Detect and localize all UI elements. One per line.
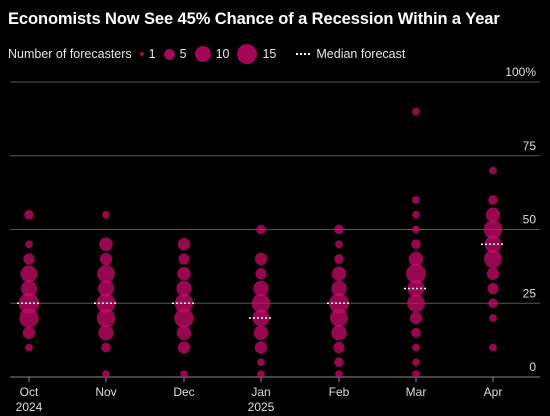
bubble-6-8 xyxy=(485,207,501,223)
bubble-3-0 xyxy=(257,370,265,378)
y-tick-label-75: 75 xyxy=(523,139,537,153)
bubble-4-7 xyxy=(331,266,347,282)
bubble-5-9 xyxy=(411,239,421,250)
bubble-5-5 xyxy=(407,294,425,313)
bubble-1-2 xyxy=(98,325,114,341)
bubble-0-4 xyxy=(20,280,38,297)
bubble-4-10 xyxy=(334,224,344,235)
bubble-2-3 xyxy=(174,308,194,328)
bubble-3-9 xyxy=(256,224,266,235)
bubble-4-3 xyxy=(331,325,347,341)
bubble-0-0 xyxy=(25,343,33,352)
y-tick-label-0: 0 xyxy=(529,360,536,374)
bubble-4-6 xyxy=(331,280,347,297)
bubble-3-7 xyxy=(255,268,267,280)
y-tick-label-25: 25 xyxy=(523,286,537,300)
y-tick-label-50: 50 xyxy=(523,213,537,227)
legend-dot-10 xyxy=(194,46,211,62)
bubble-5-0 xyxy=(412,370,420,378)
bubble-0-5 xyxy=(20,265,38,283)
x-tick-label-3: Jan xyxy=(251,385,270,399)
bubble-2-0 xyxy=(180,370,188,378)
bubble-6-1 xyxy=(489,314,497,322)
bubble-1-6 xyxy=(97,264,115,283)
bubble-5-7 xyxy=(406,263,426,284)
bubble-6-4 xyxy=(486,267,500,280)
bubble-1-3 xyxy=(96,308,116,328)
legend-size-label: Number of forecasters xyxy=(8,47,132,61)
bubble-4-8 xyxy=(334,254,344,264)
bubble-2-6 xyxy=(177,266,191,281)
bubble-2-1 xyxy=(177,341,191,354)
legend-value-10: 10 xyxy=(215,47,230,61)
legend-value-5: 5 xyxy=(179,47,187,61)
bubble-3-2 xyxy=(254,341,268,354)
bubble-3-3 xyxy=(253,325,269,341)
bubble-3-6 xyxy=(253,280,269,297)
legend-dot-15 xyxy=(237,44,258,64)
bubble-5-12 xyxy=(412,196,420,204)
bubble-6-2 xyxy=(488,298,498,309)
bubble-5-3 xyxy=(411,327,421,338)
bubble-3-1 xyxy=(257,358,265,367)
bubble-5-4 xyxy=(409,311,423,325)
bubble-0-2 xyxy=(19,308,39,328)
x-tick-label-2: Dec xyxy=(173,385,194,399)
bubble-5-10 xyxy=(412,225,420,234)
bubble-0-1 xyxy=(22,326,36,339)
bubble-1-0 xyxy=(102,370,110,378)
bubble-0-8 xyxy=(24,209,34,220)
x-tick-label-6: Apr xyxy=(484,385,503,399)
legend: Number of forecasters 1 5 10 15 Median f… xyxy=(8,42,405,66)
y-tick-label-100: 100% xyxy=(505,65,536,79)
bubble-5-13 xyxy=(412,107,420,116)
x-tick-label-4: Feb xyxy=(329,385,350,399)
bubble-5-11 xyxy=(412,210,420,219)
bubble-6-10 xyxy=(489,166,497,175)
bubble-1-5 xyxy=(97,280,115,297)
bubble-2-2 xyxy=(176,325,192,341)
bubble-1-1 xyxy=(101,342,111,353)
bubble-6-0 xyxy=(489,343,497,352)
chart-title: Economists Now See 45% Chance of a Reces… xyxy=(8,10,500,28)
legend-dot-5 xyxy=(163,48,175,60)
bubble-5-2 xyxy=(412,343,420,352)
bubble-2-7 xyxy=(178,253,190,265)
bubble-1-9 xyxy=(102,210,110,219)
bubble-6-7 xyxy=(483,220,503,239)
bubble-1-7 xyxy=(99,252,113,266)
bubble-2-5 xyxy=(176,280,192,297)
bubble-0-7 xyxy=(25,240,33,249)
legend-median-swatch xyxy=(296,53,311,55)
bubble-5-8 xyxy=(408,251,424,267)
x-tick-label-1: Nov xyxy=(95,385,116,399)
legend-median-label: Median forecast xyxy=(316,47,406,61)
legend-value-1: 1 xyxy=(148,47,156,61)
bubble-6-3 xyxy=(487,282,499,295)
bubble-5-1 xyxy=(412,358,420,367)
bubble-0-6 xyxy=(23,253,35,265)
bubble-4-9 xyxy=(335,240,343,249)
bubble-3-5 xyxy=(251,293,271,313)
bubble-4-2 xyxy=(333,341,345,354)
bubble-6-5 xyxy=(484,250,502,268)
legend-dot-1 xyxy=(139,52,144,56)
bubble-2-8 xyxy=(177,238,191,251)
x-tick-label-year-3: 2025 xyxy=(248,400,275,414)
x-tick-label-0: Oct xyxy=(20,385,39,399)
legend-value-15: 15 xyxy=(262,47,277,61)
x-tick-label-year-0: 2024 xyxy=(16,400,43,414)
bubble-1-8 xyxy=(99,237,113,252)
bubble-4-1 xyxy=(334,357,344,368)
bubble-4-4 xyxy=(330,309,348,327)
bubble-4-0 xyxy=(335,370,343,378)
bubble-6-9 xyxy=(488,195,498,205)
bubble-3-8 xyxy=(254,252,268,266)
x-tick-label-5: Mar xyxy=(406,385,427,399)
